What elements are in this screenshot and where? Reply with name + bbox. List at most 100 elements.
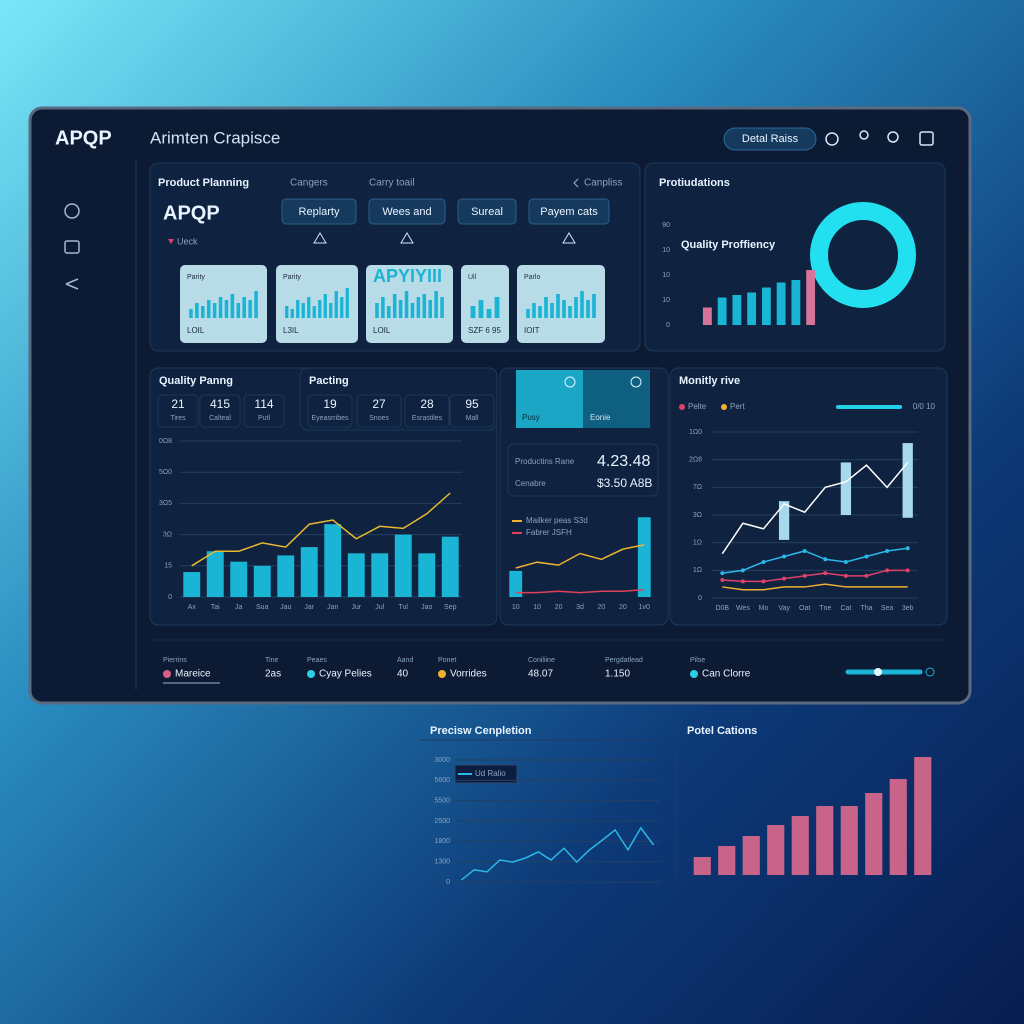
chevron <box>573 178 579 188</box>
bar <box>300 547 318 597</box>
chart-icon[interactable] <box>64 240 80 254</box>
mini-bar <box>416 297 421 318</box>
footer-label: Coniliine <box>528 657 555 664</box>
stat-value: 28 <box>420 397 434 411</box>
range-box <box>902 443 913 518</box>
x-tick-label: Mo <box>759 605 769 612</box>
bar <box>767 825 785 875</box>
point <box>823 557 828 562</box>
legend-box <box>454 764 518 784</box>
y-tick-label: 3Ω <box>163 531 172 538</box>
button[interactable] <box>528 198 610 225</box>
y-tick-label: 0 <box>666 322 670 329</box>
x-tick-label: Jur <box>351 604 361 611</box>
x-tick-label: 10 <box>533 604 541 611</box>
line <box>515 544 645 569</box>
button-label: Detal Raiss <box>742 133 799 145</box>
y-tick-label: 90 <box>662 222 670 229</box>
bar <box>693 857 711 875</box>
bar <box>865 793 883 875</box>
stat-label: Mall <box>466 415 479 422</box>
rate-box <box>507 443 659 497</box>
legend-dot <box>721 404 727 410</box>
card-label: Uil <box>468 274 477 281</box>
mini-bar <box>398 300 403 318</box>
mini-bar <box>375 303 379 318</box>
x-tick-label: 20 <box>555 604 563 611</box>
bar <box>914 757 932 875</box>
mini-bar <box>254 291 258 318</box>
bar <box>742 836 760 875</box>
line <box>460 826 655 881</box>
point <box>720 571 725 576</box>
rate-label: Productins Rane <box>515 457 575 466</box>
x-tick-label: 3eb <box>902 605 914 612</box>
y-tick-label: 0 <box>698 595 702 602</box>
y-tick-label: 3000 <box>434 757 450 764</box>
section-title: Quality Panng <box>159 375 233 387</box>
button[interactable] <box>457 198 517 225</box>
mini-bar <box>428 300 432 318</box>
bar <box>637 517 651 597</box>
user-icon[interactable] <box>859 130 869 140</box>
footer-value: Cyay Pelies <box>319 669 372 680</box>
y-tick-label: 0 <box>446 879 450 886</box>
y-tick-label: 5Ω0 <box>159 469 172 476</box>
mini-bar <box>392 294 397 318</box>
x-tick-label: Sua <box>256 604 269 611</box>
x-tick-label: Ax <box>188 604 197 611</box>
range-box <box>778 501 790 540</box>
details-button[interactable] <box>723 127 817 151</box>
legend-label: Pelte <box>688 402 707 411</box>
mini-bar <box>562 300 566 318</box>
stat-box <box>404 394 450 428</box>
card-footer: LOIL <box>187 326 205 335</box>
bar <box>394 534 412 597</box>
y-tick-label: 1Ω <box>693 567 702 574</box>
note: Ueck <box>177 236 198 246</box>
bar <box>702 307 712 325</box>
mini-bar <box>387 306 391 318</box>
stat-box <box>199 394 241 428</box>
mini-bar <box>301 303 305 318</box>
refresh-icon[interactable] <box>825 132 839 146</box>
button[interactable] <box>368 198 446 225</box>
x-tick-label: 20 <box>619 604 627 611</box>
stat-label: Esrastiles <box>412 415 443 422</box>
point <box>843 573 848 578</box>
share-icon[interactable] <box>65 278 79 290</box>
mini-bar <box>345 288 349 318</box>
mini-bar <box>532 303 536 318</box>
bar <box>324 524 342 597</box>
x-tick-label: Sep <box>444 604 457 611</box>
stat-label: Snoes <box>369 415 389 422</box>
stat-value: 114 <box>254 397 273 411</box>
mini-bar <box>236 303 241 318</box>
card <box>180 265 267 343</box>
x-tick-label: Tai <box>211 604 220 611</box>
slider-end <box>925 667 935 677</box>
stat-label: Calteal <box>209 415 231 422</box>
search-icon[interactable] <box>887 131 899 143</box>
y-tick-label: 7Ω <box>693 484 702 491</box>
mini-bar <box>494 297 500 318</box>
bar <box>183 572 201 597</box>
mini-bar <box>550 303 554 318</box>
tab: Cangers <box>290 178 328 189</box>
card-label: Parlo <box>524 274 540 281</box>
button[interactable] <box>281 198 357 225</box>
settings-icon[interactable] <box>64 203 80 219</box>
footer-value: 1.150 <box>605 669 630 680</box>
x-tick-label: Tha <box>860 605 872 612</box>
footer-dot <box>438 670 446 678</box>
mini-bar <box>556 294 560 318</box>
point <box>905 568 910 573</box>
tab: Carry toail <box>369 178 415 189</box>
export-icon[interactable] <box>919 131 934 146</box>
card <box>517 265 605 343</box>
slider-knob[interactable] <box>874 668 882 676</box>
y-tick-label: 1300 <box>434 859 450 866</box>
card-footer: L3IL <box>283 326 299 335</box>
sidebar-icons <box>64 203 80 290</box>
